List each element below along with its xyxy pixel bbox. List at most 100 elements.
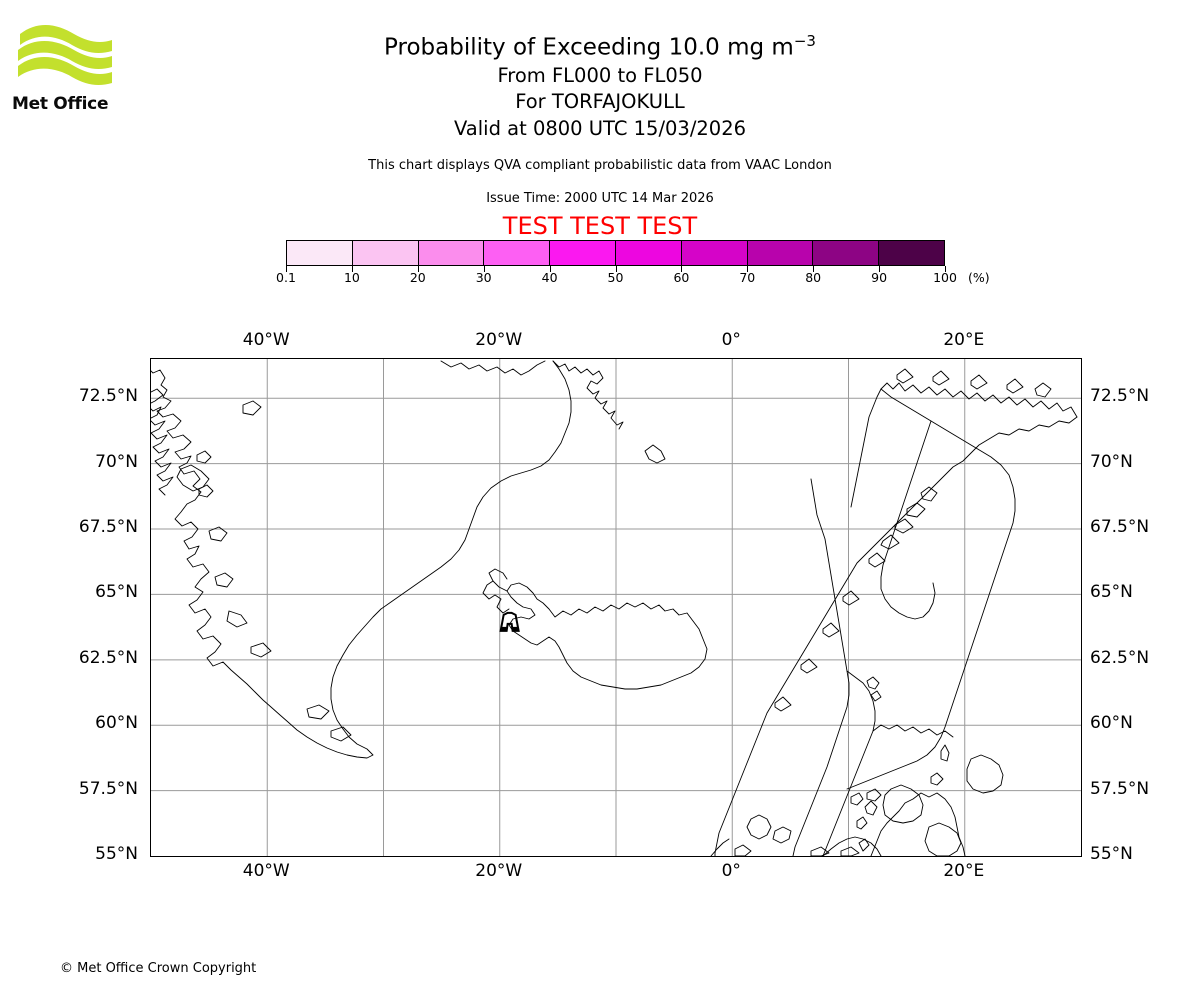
lat-label-right-65°N: 65°N	[1090, 582, 1133, 603]
russia-onega-region	[966, 754, 1004, 794]
colorbar-segment-3	[483, 241, 550, 265]
greenland-west-fjords	[151, 388, 174, 496]
lat-label-right-72.5°N: 72.5°N	[1090, 386, 1150, 407]
colorbar	[286, 240, 945, 266]
colorbar-tick-80	[813, 266, 815, 272]
qva-compliance-note: This chart displays QVA compliant probab…	[368, 158, 832, 173]
colorbar-tick-label-0.1: 0.1	[276, 270, 296, 285]
estonia-latvia-coast	[882, 784, 924, 824]
lofoten-islands-2	[906, 502, 926, 518]
colorbar-tick-label-80: 80	[805, 270, 822, 285]
colorbar-segment-4	[549, 241, 615, 265]
england-north-east-coast	[710, 838, 730, 856]
volcano-marker-base-right	[512, 626, 518, 631]
met-office-logo: Met Office	[12, 22, 116, 114]
iceland-westfjords-tip	[488, 568, 508, 582]
gulf-of-finland-north	[872, 724, 954, 738]
south-sweden-coast	[822, 836, 882, 856]
met-office-logo-waves	[18, 24, 112, 85]
outer-hebrides-north	[864, 800, 878, 816]
lat-label-left-62.5°N: 62.5°N	[78, 647, 138, 668]
page-title-text: Probability of Exceeding 10.0 mg m	[384, 34, 794, 61]
lon-label-top-20°W: 20°W	[475, 330, 523, 350]
colorbar-tick-30	[483, 266, 485, 272]
colorbar-tick-label-20: 20	[409, 270, 426, 285]
colorbar-segment-1	[351, 241, 418, 265]
colorbar-segment-2	[417, 241, 484, 265]
lithuania-belarus-region	[924, 822, 962, 856]
greenland-island-small-5	[250, 642, 272, 658]
finnmark-island-5	[896, 368, 914, 384]
greenland-coastline	[151, 360, 572, 759]
norway-coastal-island-5	[774, 696, 792, 712]
greenland-ne-fjords	[552, 360, 624, 430]
lon-label-bottom-40°W: 40°W	[242, 861, 290, 881]
denmark-zealand	[772, 826, 792, 844]
lat-label-left-65°N: 65°N	[95, 582, 138, 603]
lat-label-left-70°N: 70°N	[95, 451, 138, 472]
issue-time-label: Issue Time: 2000 UTC 14 Mar 2026	[486, 191, 714, 206]
volcano-name-subtitle: For TORFAJOKULL	[515, 90, 685, 113]
faroe-islands-north	[866, 676, 880, 690]
lat-label-right-60°N: 60°N	[1090, 713, 1133, 734]
greenland-island-small-1	[196, 450, 212, 464]
lon-label-top-40°W: 40°W	[242, 330, 290, 350]
greenland-island-small-6	[306, 704, 330, 720]
colorbar-tick-label-90: 90	[871, 270, 888, 285]
flight-level-range: From FL000 to FL050	[497, 64, 703, 87]
lon-label-bottom-0°: 0°	[721, 861, 741, 881]
denmark-south-islands	[734, 844, 752, 856]
colorbar-tick-60	[681, 266, 683, 272]
colorbar-tick-label-100: 100	[933, 270, 957, 285]
finland-inland-lake-region	[880, 420, 936, 620]
colorbar-tick-40	[549, 266, 551, 272]
sweden-east-coast	[822, 670, 876, 856]
norway-coastal-island-3	[822, 622, 840, 638]
colorbar-segment-6	[680, 241, 747, 265]
inner-hebrides	[858, 838, 870, 852]
lat-label-left-72.5°N: 72.5°N	[78, 386, 138, 407]
colorbar-segment-8	[812, 241, 879, 265]
volcano-marker[interactable]	[499, 611, 520, 632]
greenland-island-small-8	[242, 400, 262, 416]
colorbar-tick-label-30: 30	[475, 270, 492, 285]
lat-label-left-57.5°N: 57.5°N	[78, 778, 138, 799]
greenland-island-small-9	[198, 484, 214, 498]
orkney-islands	[930, 772, 944, 786]
colorbar-units-label: (%)	[968, 270, 990, 285]
outer-hebrides-south	[856, 816, 868, 830]
lat-label-left-67.5°N: 67.5°N	[78, 517, 138, 538]
norway-sweden-border	[792, 478, 850, 856]
lat-label-right-67.5°N: 67.5°N	[1090, 517, 1150, 538]
shetland-islands	[940, 744, 950, 762]
jan-mayen-island	[644, 444, 666, 464]
colorbar-tick-70	[747, 266, 749, 272]
colorbar-segment-5	[614, 241, 681, 265]
page-title: Probability of Exceeding 10.0 mg m−3	[0, 27, 1200, 62]
colorbar-tick-label-40: 40	[541, 270, 558, 285]
lat-label-right-70°N: 70°N	[1090, 451, 1133, 472]
finnmark-island-2	[1006, 378, 1024, 394]
lon-label-top-20°E: 20°E	[943, 330, 985, 350]
map-coastlines	[151, 360, 1078, 856]
norway-coastal-island-1	[868, 552, 886, 568]
norway-coastal-island-2	[842, 590, 860, 606]
colorbar-container	[286, 240, 946, 272]
met-office-logo-text: Met Office	[12, 94, 109, 114]
colorbar-tick-0.1	[286, 266, 287, 272]
colorbar-segment-0	[287, 241, 352, 265]
lon-label-top-0°: 0°	[721, 330, 741, 350]
greenland-island-small-7	[330, 726, 352, 742]
finnmark-island-3	[970, 374, 988, 390]
lat-label-left-55°N: 55°N	[95, 844, 138, 864]
greenland-island-small-4	[226, 610, 248, 628]
colorbar-tick-label-10: 10	[343, 270, 360, 285]
lat-label-right-62.5°N: 62.5°N	[1090, 647, 1150, 668]
faroe-islands-south	[870, 690, 882, 702]
map-plot-area[interactable]	[150, 358, 1082, 857]
finnmark-island-1	[1034, 382, 1052, 398]
volcano-marker-glyph[interactable]	[499, 611, 520, 632]
greenland-north-coast	[440, 360, 546, 376]
colorbar-tick-label-70: 70	[739, 270, 756, 285]
lat-label-right-55°N: 55°N	[1090, 844, 1133, 864]
